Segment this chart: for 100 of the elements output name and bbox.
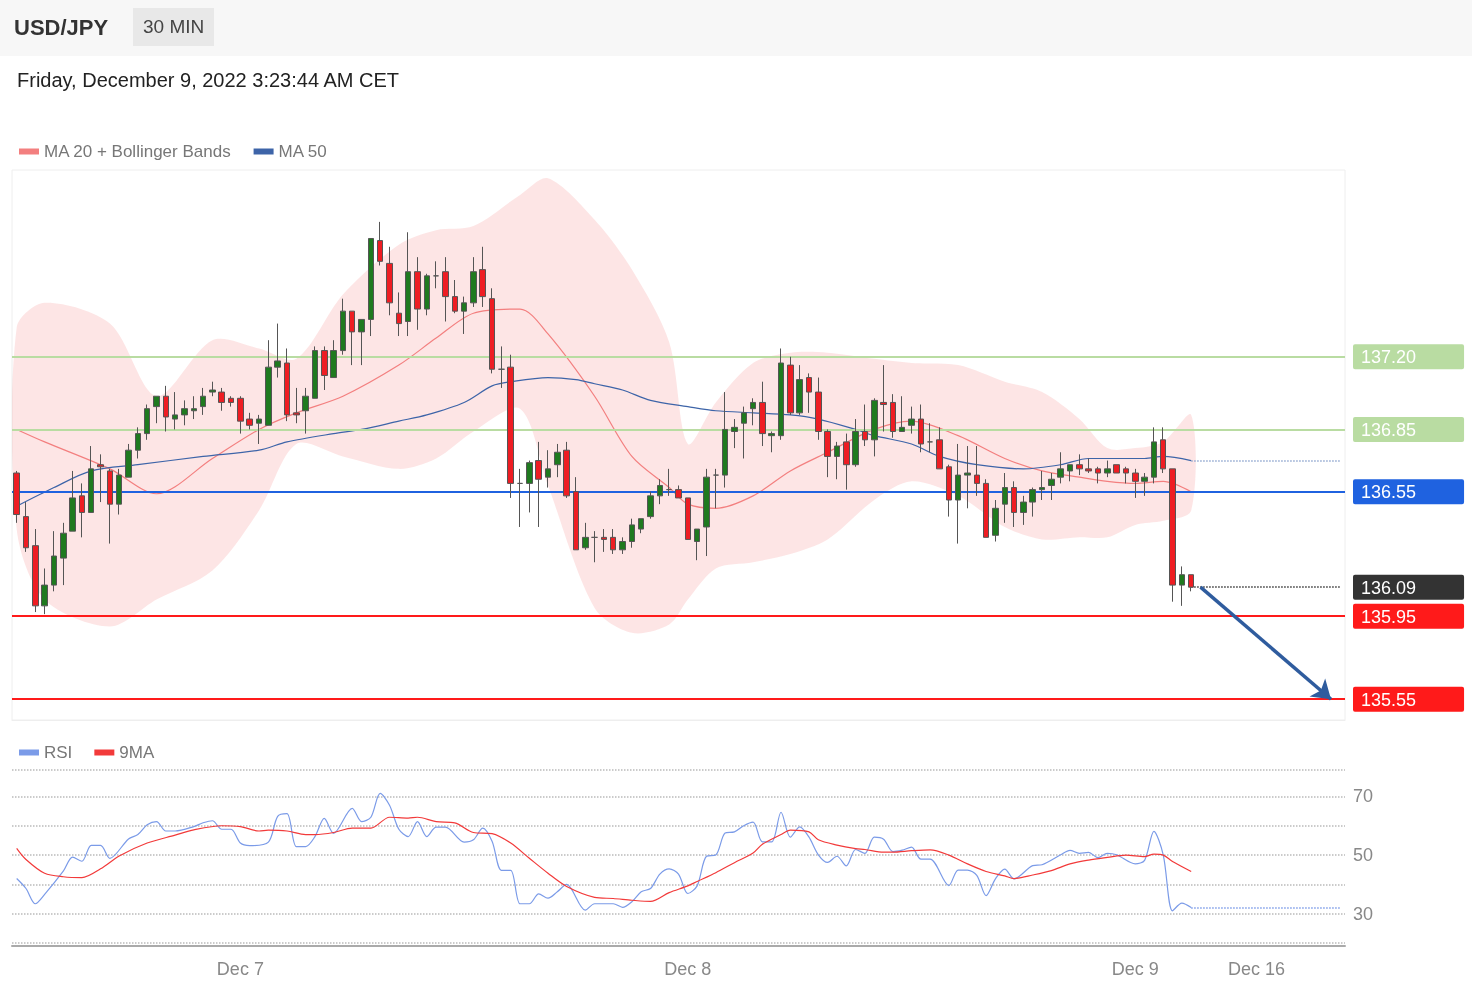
candlestick <box>302 387 309 435</box>
candlestick <box>731 418 738 449</box>
candlestick <box>293 387 300 424</box>
candlestick <box>88 445 94 513</box>
candlestick <box>125 443 132 478</box>
candlestick <box>433 260 439 289</box>
candlestick <box>116 468 122 516</box>
candlestick <box>461 296 467 335</box>
candlestick <box>349 310 355 366</box>
y-tick-label: 135.95 <box>1361 606 1417 627</box>
candlestick <box>23 501 29 553</box>
candlestick <box>191 395 197 420</box>
candlestick <box>1067 464 1073 482</box>
candlestick <box>153 395 160 424</box>
candlestick <box>750 397 756 426</box>
y-tick-label: 136.85 <box>1361 419 1417 440</box>
candlestick <box>79 482 85 538</box>
candlestick <box>340 298 346 356</box>
candlestick <box>51 530 57 592</box>
candlestick <box>256 414 262 445</box>
candlestick <box>1011 480 1017 528</box>
candlestick <box>601 528 607 553</box>
candlestick <box>974 445 980 497</box>
candlestick <box>69 470 76 532</box>
candlestick <box>228 395 234 408</box>
candlestick <box>675 484 682 499</box>
candlestick <box>1188 574 1194 592</box>
candlestick <box>657 478 663 505</box>
y-tick-label: 137.20 <box>1361 347 1417 368</box>
candlestick <box>144 404 150 441</box>
candlestick <box>312 345 318 399</box>
candlestick <box>787 356 794 416</box>
candlestick <box>862 404 868 447</box>
x-tick-label: Dec 16 <box>1227 959 1285 979</box>
candlestick <box>824 428 831 478</box>
x-tick-label: Dec 8 <box>664 959 712 979</box>
candlestick <box>1169 468 1176 603</box>
candlestick <box>200 387 206 416</box>
candlestick <box>629 518 635 549</box>
candlestick <box>535 441 542 528</box>
candlestick <box>414 256 421 331</box>
candlestick <box>1039 470 1045 501</box>
y-tick-label: 70 <box>1353 786 1374 807</box>
candlestick <box>498 345 505 389</box>
candlestick <box>890 393 896 439</box>
candlestick <box>452 279 458 314</box>
candlestick <box>741 406 747 459</box>
candlestick <box>1048 472 1055 501</box>
y-tick-label: 50 <box>1353 845 1374 866</box>
text: 30 MIN <box>133 8 215 46</box>
candlestick <box>834 441 840 480</box>
candlestick <box>591 530 598 563</box>
candlestick <box>517 468 523 528</box>
candlestick <box>946 464 952 518</box>
candlestick <box>1123 466 1129 484</box>
candlestick <box>1095 466 1101 484</box>
candlestick <box>955 443 961 545</box>
candlestick <box>908 406 915 435</box>
y-tick-label: 30 <box>1353 903 1374 924</box>
candlestick <box>41 567 48 615</box>
legend-label: RSI <box>44 743 73 762</box>
candlestick <box>1085 457 1092 474</box>
candlestick <box>386 246 393 316</box>
candlestick <box>330 339 337 379</box>
candlestick <box>1057 451 1064 484</box>
candlestick <box>218 387 225 412</box>
candlestick <box>1076 453 1083 476</box>
candlestick <box>703 468 710 557</box>
legend-label: 9MA <box>119 743 155 762</box>
candlestick <box>638 518 644 534</box>
candlestick <box>815 377 822 441</box>
candlestick <box>1141 472 1148 497</box>
candlestick <box>563 441 570 499</box>
candlestick <box>992 499 999 543</box>
candlestick <box>1020 495 1027 526</box>
candlestick <box>880 364 887 433</box>
candlestick <box>647 491 654 520</box>
candlestick <box>97 453 104 503</box>
candlestick <box>694 528 700 561</box>
y-tick-label: 136.09 <box>1361 577 1417 598</box>
candlestick <box>526 460 533 513</box>
line-series <box>16 816 1192 903</box>
candlestick <box>405 231 411 337</box>
candlestick <box>1002 472 1008 524</box>
legend-label: MA 50 <box>278 142 327 161</box>
candlestick <box>396 291 402 337</box>
candlestick <box>843 433 850 491</box>
candlestick <box>479 246 486 308</box>
candlestick <box>554 443 561 478</box>
candlestick <box>1160 426 1166 474</box>
candlestick <box>1179 565 1185 607</box>
candlestick <box>181 399 188 426</box>
candlestick <box>32 528 39 613</box>
x-tick-label: Dec 7 <box>216 959 264 979</box>
candlestick <box>13 470 20 524</box>
candlestick <box>964 445 971 509</box>
candlestick <box>918 404 924 453</box>
candlestick <box>1132 468 1139 499</box>
candlestick <box>899 395 905 433</box>
candlestick <box>107 468 113 545</box>
